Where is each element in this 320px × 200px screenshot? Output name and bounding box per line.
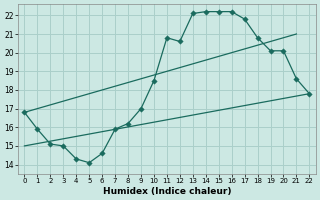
X-axis label: Humidex (Indice chaleur): Humidex (Indice chaleur) (103, 187, 231, 196)
